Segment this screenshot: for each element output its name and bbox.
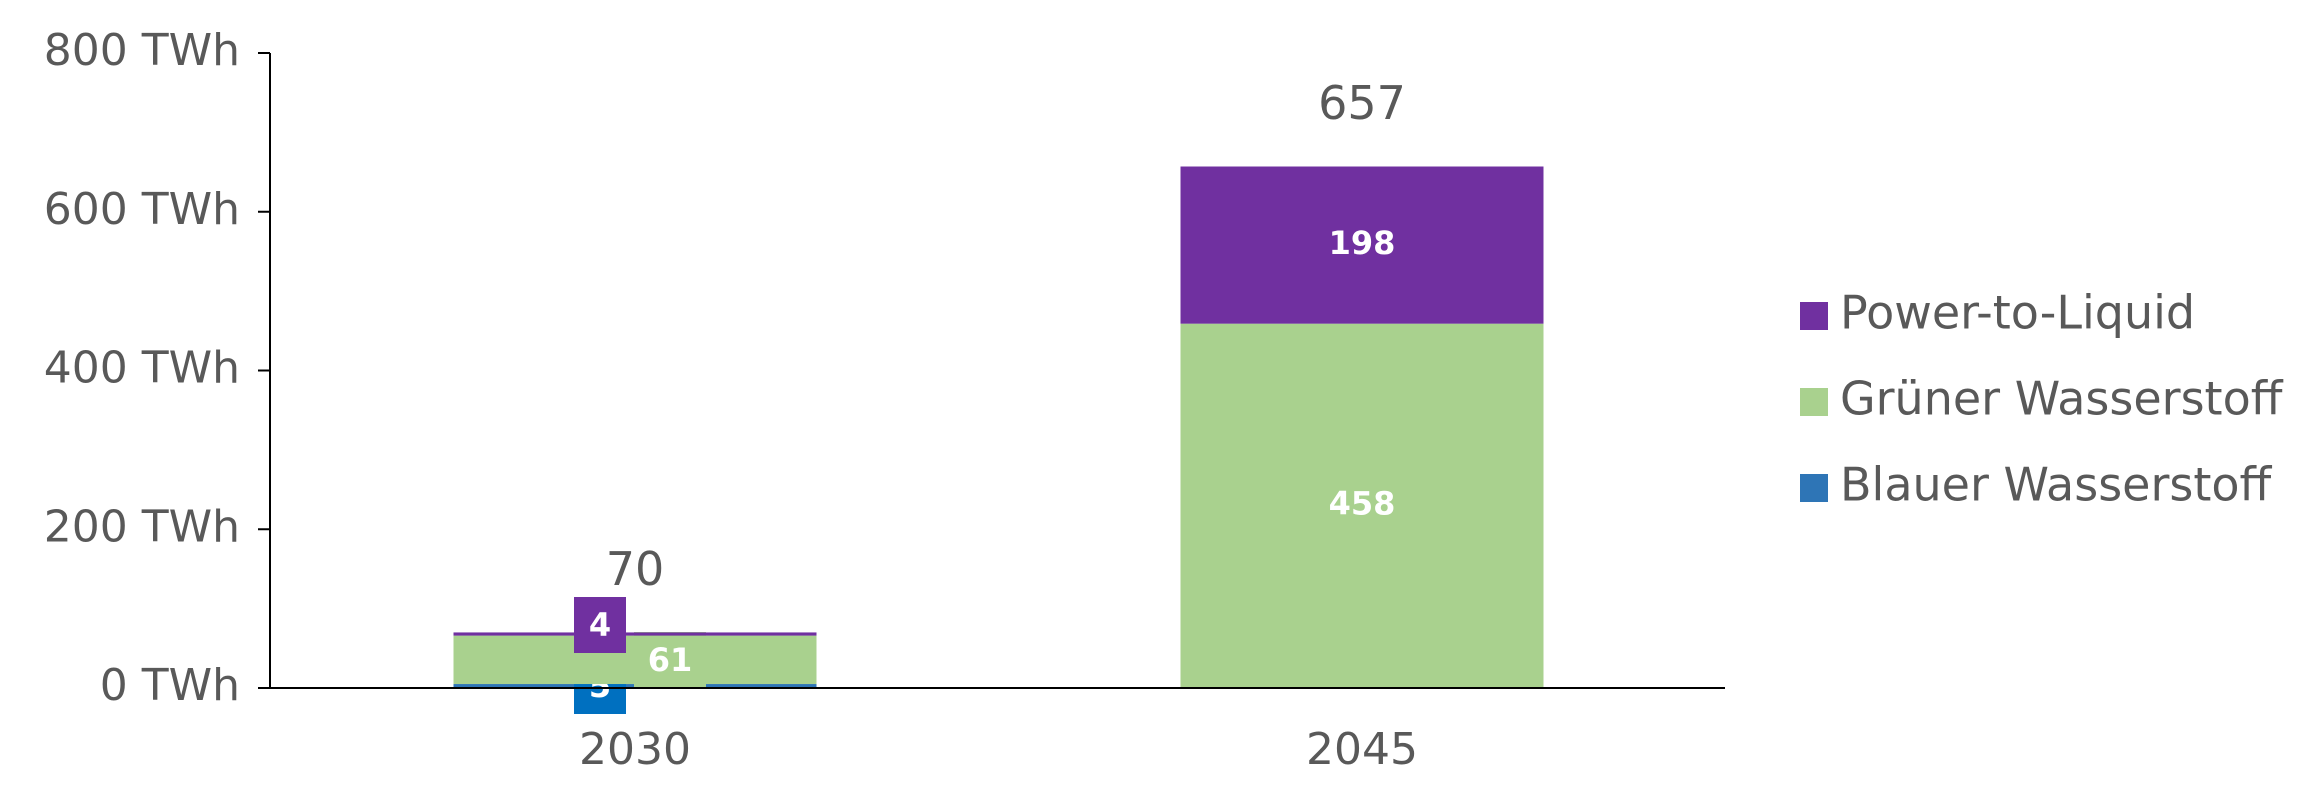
y-tick-label: 0 TWh: [100, 660, 240, 711]
data-label: 458: [1329, 484, 1396, 522]
y-tick-label: 600 TWh: [44, 184, 240, 235]
total-label: 657: [1318, 76, 1406, 130]
x-tick-label: 2030: [579, 724, 691, 775]
bar-segment: [1180, 166, 1544, 324]
data-label: 61: [648, 641, 693, 679]
legend-swatch: [1800, 302, 1828, 330]
legend-label: Grüner Wasserstoff: [1840, 372, 2284, 426]
bar-segment: [453, 632, 817, 636]
total-label: 70: [606, 542, 665, 596]
label-badge: [574, 597, 626, 653]
y-tick-label: 200 TWh: [44, 501, 240, 552]
x-tick-label: 2045: [1306, 724, 1418, 775]
legend-label: Power-to-Liquid: [1840, 286, 2195, 340]
label-badge: [634, 632, 706, 688]
data-label: 198: [1329, 224, 1396, 262]
y-tick-label: 800 TWh: [44, 25, 240, 76]
legend-swatch: [1800, 388, 1828, 416]
bar-segment: [1180, 323, 1544, 688]
legend-label: Blauer Wasserstoff: [1840, 458, 2273, 512]
data-label: 4: [589, 606, 611, 644]
legend-swatch: [1800, 474, 1828, 502]
y-tick-label: 400 TWh: [44, 343, 240, 394]
